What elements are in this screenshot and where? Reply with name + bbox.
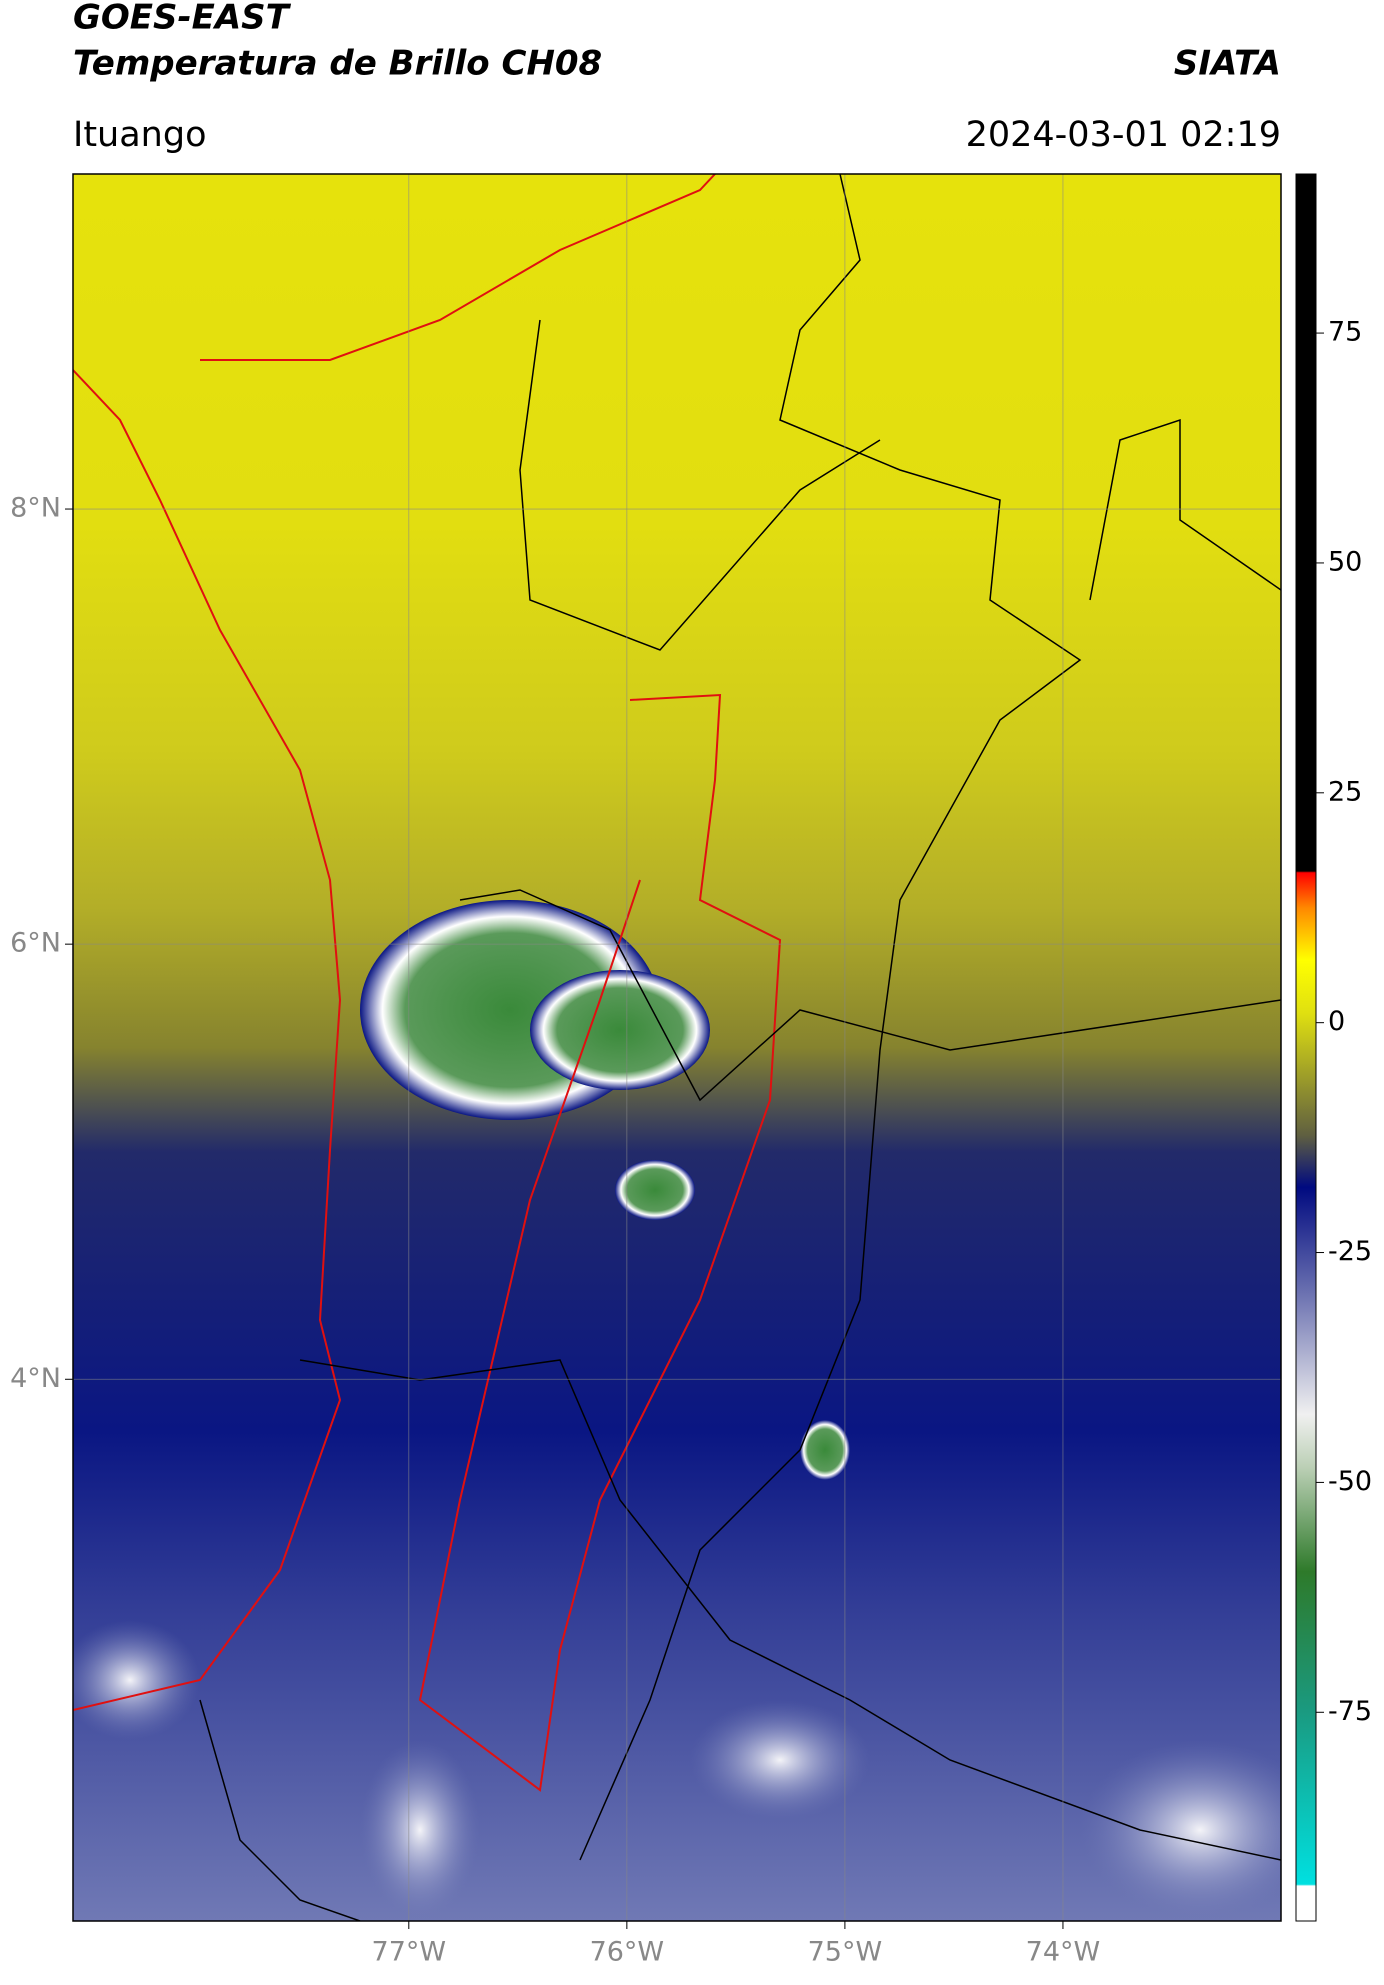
y-tick-label: 4°N xyxy=(10,1363,61,1394)
title: GOES-EAST xyxy=(73,0,292,38)
timestamp: 2024-03-01 02:19 xyxy=(966,115,1281,155)
y-tick-label: 6°N xyxy=(10,928,61,959)
location: Ituango xyxy=(73,115,207,155)
colorbar-tick-label: 75 xyxy=(1328,317,1362,348)
x-tick-label: 76°W xyxy=(590,1937,665,1968)
colorbar-tick-label: -75 xyxy=(1328,1696,1372,1727)
map-frame xyxy=(72,173,1282,1922)
colorbar-tick-label: 0 xyxy=(1328,1006,1345,1037)
x-tick-label: 74°W xyxy=(1026,1937,1101,1968)
x-tick-label: 77°W xyxy=(372,1937,447,1968)
source: SIATA xyxy=(1174,44,1281,84)
colorbar-tick-label: 50 xyxy=(1328,546,1362,577)
colorbar-tick-label: -50 xyxy=(1328,1466,1372,1497)
gridlines xyxy=(73,174,1281,1921)
colorbar-tick-label: -25 xyxy=(1328,1236,1372,1267)
x-tick-label: 75°W xyxy=(808,1937,883,1968)
y-tick-label: 8°N xyxy=(10,493,61,524)
subtitle: Temperatura de Brillo CH08 xyxy=(73,44,602,84)
colorbar-tick-label: 25 xyxy=(1328,776,1362,807)
satellite-image xyxy=(73,174,1281,1921)
colorbar xyxy=(1295,173,1317,1922)
